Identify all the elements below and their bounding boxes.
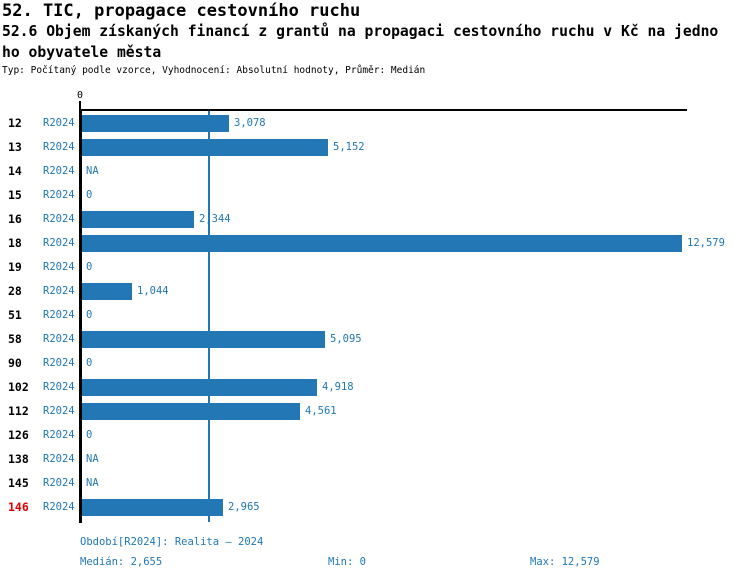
bar-value-label: 0 <box>86 429 93 441</box>
y-axis-line <box>79 109 82 523</box>
bar-value-label: NA <box>86 165 99 177</box>
bar <box>82 403 300 420</box>
row-id-label: 19 <box>8 260 22 274</box>
bar-value-label: 0 <box>86 357 93 369</box>
chart-row: 112 R2024 4,561 <box>0 399 750 423</box>
row-period-label: R2024 <box>43 213 75 225</box>
bar-value-label: 4,918 <box>322 381 354 393</box>
chart-row: 14 R2024 NA <box>0 159 750 183</box>
row-id-label: 15 <box>8 188 22 202</box>
row-period-label: R2024 <box>43 429 75 441</box>
row-period-label: R2024 <box>43 501 75 513</box>
min-stat: Min: 0 <box>328 556 366 568</box>
bar <box>82 115 229 132</box>
bar-value-label: 0 <box>86 189 93 201</box>
row-period-label: R2024 <box>43 477 75 489</box>
x-axis-zero-tick-label: 0 <box>76 90 84 101</box>
row-id-label: 145 <box>8 476 29 490</box>
bar-value-label: 5,152 <box>333 141 365 153</box>
bar-value-label: NA <box>86 477 99 489</box>
bar <box>82 235 682 252</box>
row-period-label: R2024 <box>43 405 75 417</box>
bar-value-label: 0 <box>86 309 93 321</box>
row-id-label: 28 <box>8 284 22 298</box>
chart-row: 138 R2024 NA <box>0 447 750 471</box>
chart-subtitle-line1: 52.6 Objem získaných financí z grantů na… <box>2 23 719 40</box>
row-id-label: 90 <box>8 356 22 370</box>
bar-value-label: 2,965 <box>228 501 260 513</box>
row-period-label: R2024 <box>43 237 75 249</box>
chart-row: 19 R2024 0 <box>0 255 750 279</box>
row-period-label: R2024 <box>43 381 75 393</box>
bar-value-label: 1,044 <box>137 285 169 297</box>
chart-row: 51 R2024 0 <box>0 303 750 327</box>
bar <box>82 331 325 348</box>
chart-row: 102 R2024 4,918 <box>0 375 750 399</box>
chart-meta: Typ: Počítaný podle vzorce, Vyhodnocení:… <box>2 65 426 76</box>
x-axis-zero-tick-mark <box>79 101 81 110</box>
bar <box>82 283 132 300</box>
bar <box>82 139 328 156</box>
row-id-label: 126 <box>8 428 29 442</box>
row-id-label: 16 <box>8 212 22 226</box>
row-id-label: 18 <box>8 236 22 250</box>
row-period-label: R2024 <box>43 261 75 273</box>
chart-row: 15 R2024 0 <box>0 183 750 207</box>
median-line <box>208 111 210 522</box>
bar-value-label: 0 <box>86 261 93 273</box>
row-period-label: R2024 <box>43 165 75 177</box>
bar <box>82 211 194 228</box>
row-period-label: R2024 <box>43 141 75 153</box>
period-label: Období[R2024]: Realita – 2024 <box>80 536 264 548</box>
chart-row: 13 R2024 5,152 <box>0 135 750 159</box>
chart-row: 90 R2024 0 <box>0 351 750 375</box>
bar-value-label: 4,561 <box>305 405 337 417</box>
page-title: 52. TIC, propagace cestovního ruchu <box>2 1 361 21</box>
x-axis-line <box>79 109 687 111</box>
chart-row: 28 R2024 1,044 <box>0 279 750 303</box>
row-id-label: 138 <box>8 452 29 466</box>
row-id-label: 58 <box>8 332 22 346</box>
bar-value-label: NA <box>86 453 99 465</box>
chart-row: 18 R2024 12,579 <box>0 231 750 255</box>
row-period-label: R2024 <box>43 117 75 129</box>
max-stat: Max: 12,579 <box>530 556 600 568</box>
median-stat: Medián: 2,655 <box>80 556 163 568</box>
row-id-label: 13 <box>8 140 22 154</box>
chart-row: 58 R2024 5,095 <box>0 327 750 351</box>
bar-value-label: 3,078 <box>234 117 266 129</box>
row-id-label: 112 <box>8 404 29 418</box>
bar <box>82 379 317 396</box>
bar <box>82 499 223 516</box>
row-period-label: R2024 <box>43 333 75 345</box>
row-period-label: R2024 <box>43 357 75 369</box>
chart-row: 146 R2024 2,965 <box>0 495 750 519</box>
row-period-label: R2024 <box>43 189 75 201</box>
row-period-label: R2024 <box>43 453 75 465</box>
bar-value-label: 5,095 <box>330 333 362 345</box>
row-period-label: R2024 <box>43 309 75 321</box>
chart-subtitle-line2: ho obyvatele města <box>2 44 162 61</box>
bar-value-label: 12,579 <box>687 237 725 249</box>
chart-row: 126 R2024 0 <box>0 423 750 447</box>
chart-row: 16 R2024 2,344 <box>0 207 750 231</box>
row-id-label: 102 <box>8 380 29 394</box>
row-id-label: 146 <box>8 500 29 514</box>
bar-value-label: 2,344 <box>199 213 231 225</box>
chart-row: 12 R2024 3,078 <box>0 111 750 135</box>
row-period-label: R2024 <box>43 285 75 297</box>
row-id-label: 51 <box>8 308 22 322</box>
row-id-label: 14 <box>8 164 22 178</box>
row-id-label: 12 <box>8 116 22 130</box>
chart-row: 145 R2024 NA <box>0 471 750 495</box>
